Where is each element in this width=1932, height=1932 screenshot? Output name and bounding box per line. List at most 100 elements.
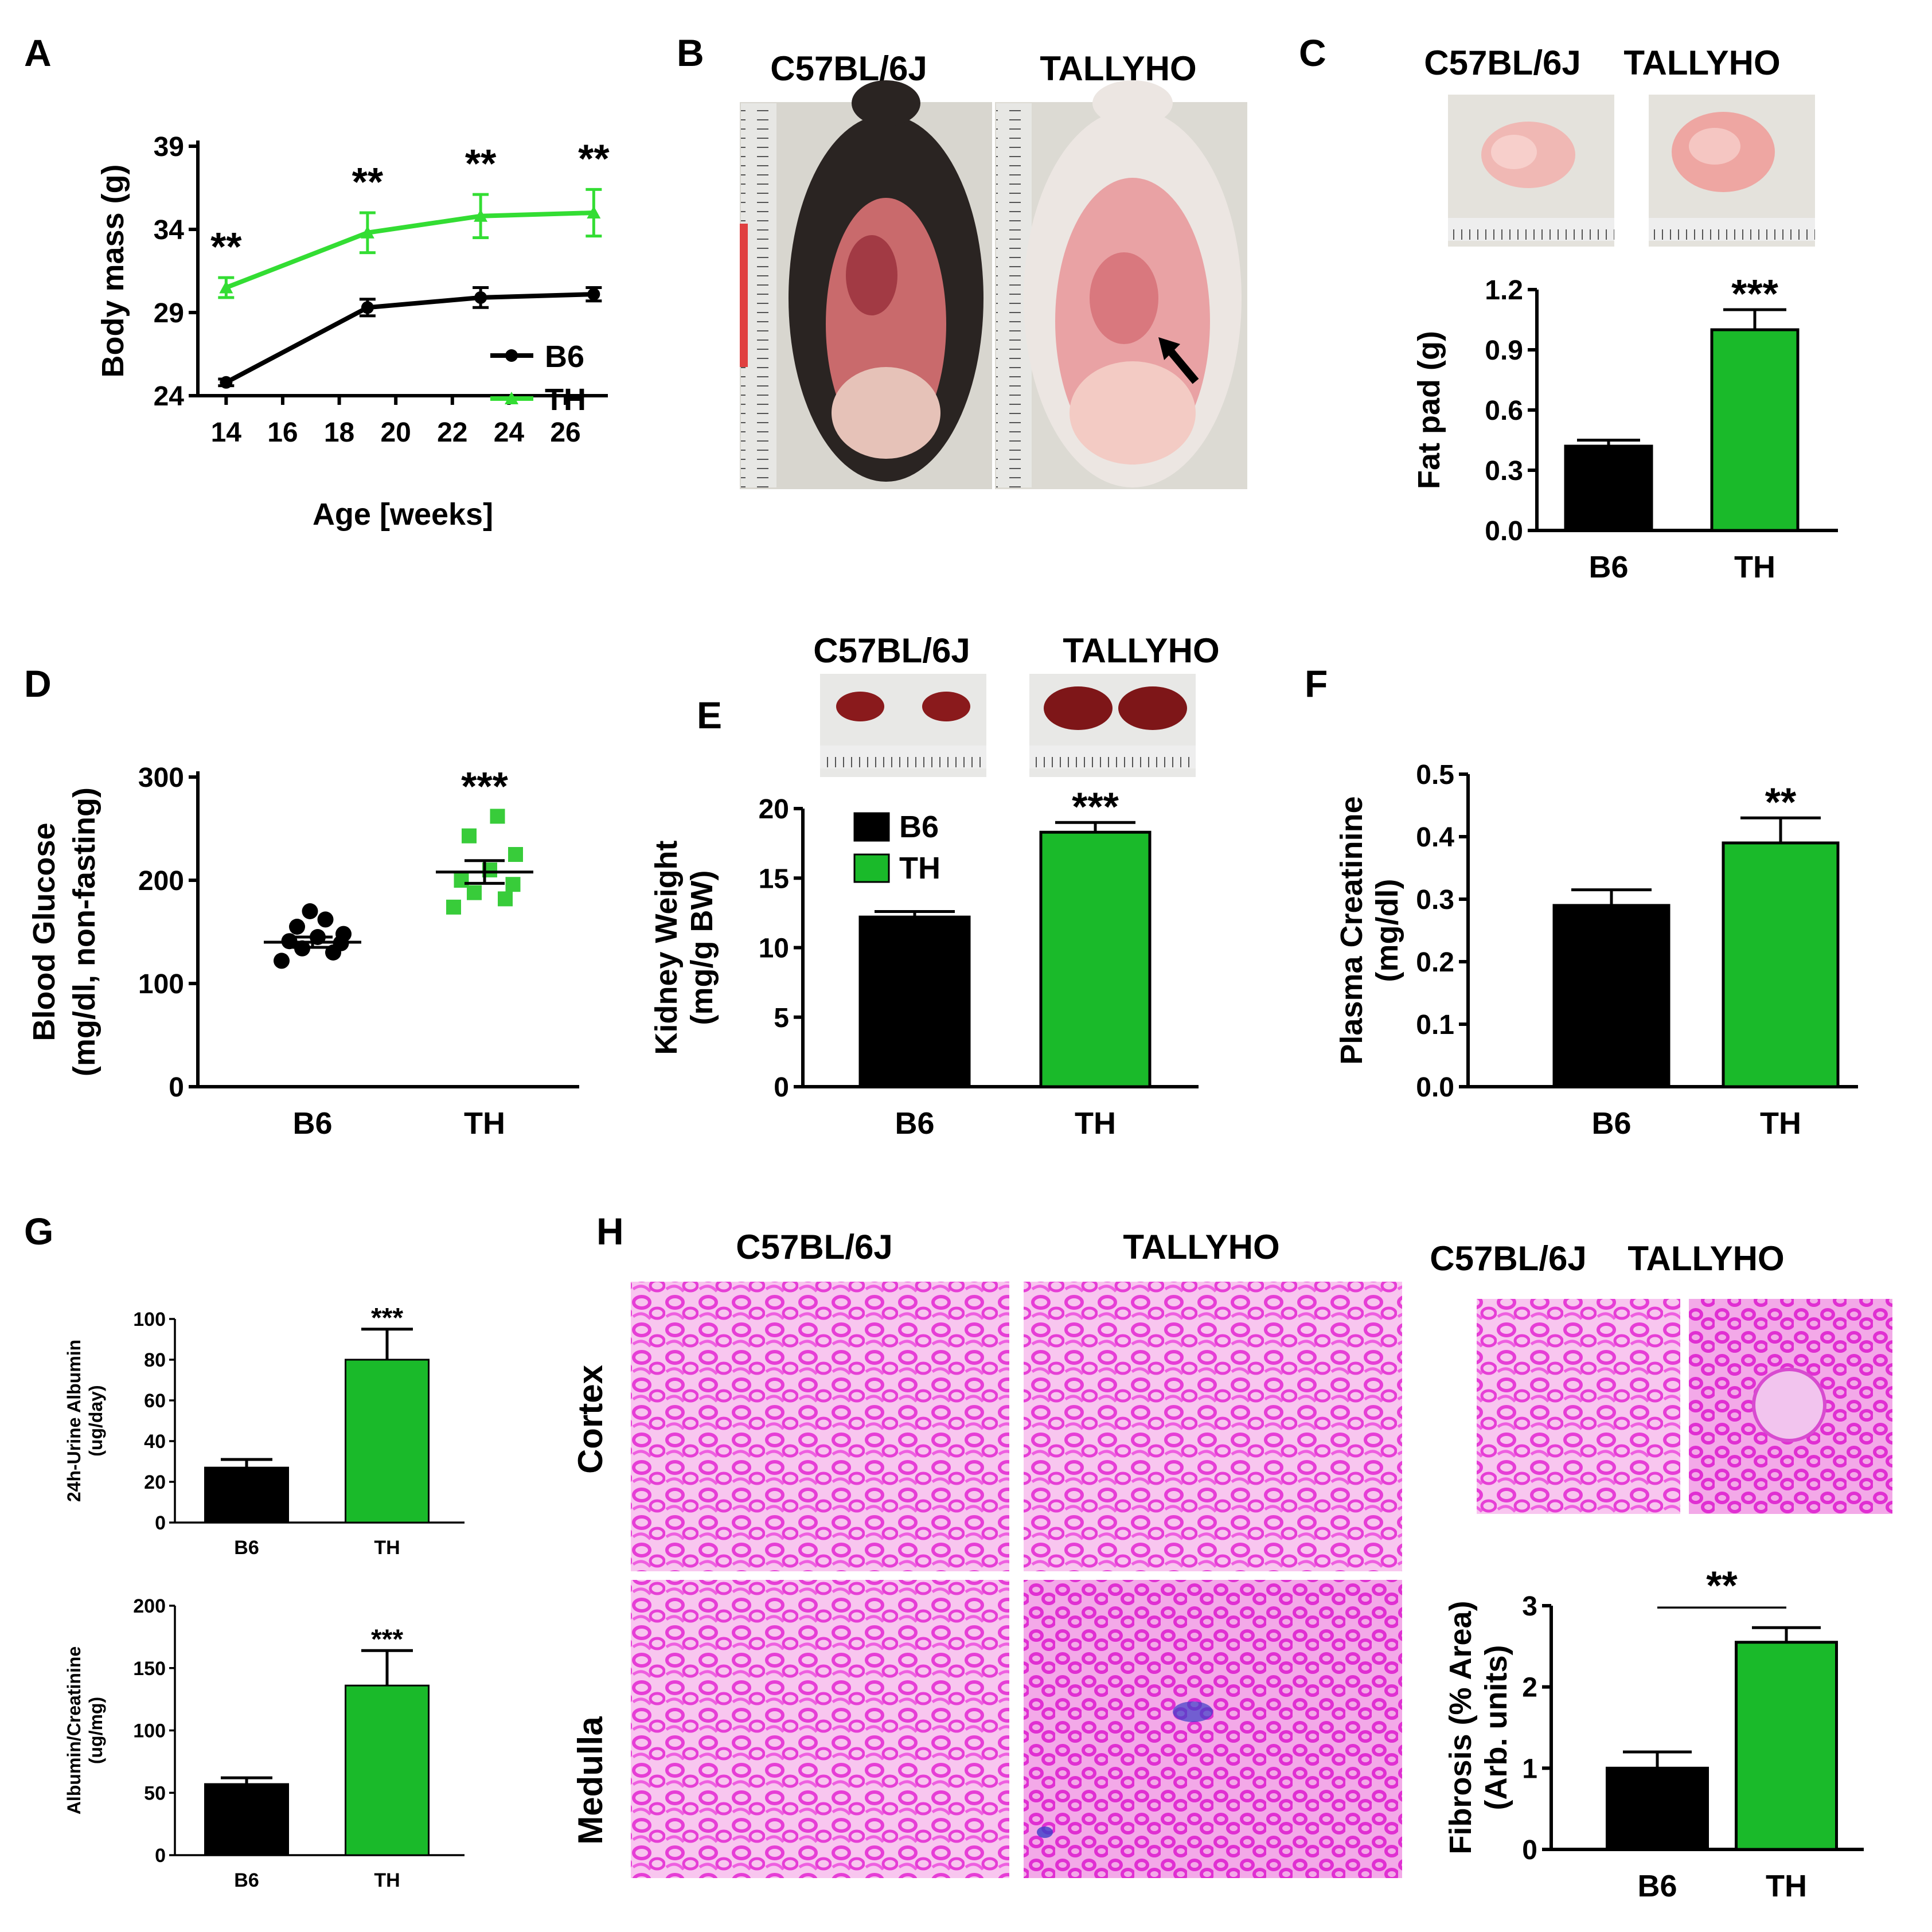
significance-stars: *** [1072, 784, 1119, 829]
legend-swatch-b6 [853, 812, 890, 842]
y-axis-title-line: (ug/mg) [85, 1697, 106, 1764]
y-axis-title-line: Kidney Weight [649, 840, 684, 1055]
x-tick-label: 18 [324, 417, 354, 448]
panel-d: D 0 100 200 300 Blood Glucose (mg/dl, non-fas… [24, 662, 579, 1141]
histology-zoom-c57bl6j [1477, 1299, 1680, 1514]
y-axis-title-line: Blood Glucose [27, 822, 61, 1041]
data-point-th [508, 847, 523, 862]
y-tick-label: 100 [133, 1720, 166, 1742]
legend-label: B6 [545, 339, 584, 374]
panel-f: F 0.0 0.1 0.2 0.3 0.4 0.5 B6 TH Plasma Creatinin… [1305, 662, 1858, 1141]
panel-letter-f: F [1305, 662, 1328, 705]
histology-c57bl6j-cortex [631, 1282, 1009, 1571]
significance-stars: *** [371, 1303, 403, 1333]
bar-b6 [858, 915, 971, 1088]
x-tick-label: 14 [211, 417, 242, 448]
y-tick-label: 10 [759, 934, 789, 964]
bar-b6 [204, 1783, 289, 1856]
x-category-label: TH [464, 1106, 505, 1141]
y-axis-title: Body mass (g) [96, 164, 130, 377]
y-tick-label: 60 [144, 1390, 166, 1412]
photo-c57bl6j-dissection [740, 80, 992, 489]
photo-tallyho-fatpad [1649, 95, 1815, 247]
chart-e: 0 5 10 15 20 B6 TH Kidney Weight (mg/g BW) *** B6 T… [649, 784, 1199, 1141]
y-tick-label: 0.9 [1485, 335, 1523, 366]
legend-label: TH [545, 383, 586, 417]
x-axis-title: Age [weeks] [313, 497, 493, 532]
x-tick-label: 26 [550, 417, 580, 448]
label-tallyho: TALLYHO [1063, 631, 1219, 670]
significance-stars: *** [1731, 271, 1778, 316]
data-point-th [498, 891, 513, 907]
data-point-b6 [361, 301, 374, 314]
label-c57bl6j: C57BL/6J [813, 631, 970, 670]
series-line-th [225, 210, 594, 290]
label-tallyho: TALLYHO [1040, 49, 1196, 88]
y-tick-label: 24 [154, 381, 185, 412]
y-tick-label: 0.6 [1485, 396, 1523, 426]
x-category-label: TH [1760, 1106, 1801, 1141]
x-tick-label: 20 [380, 417, 411, 448]
x-category-label: B6 [234, 1537, 259, 1559]
bar-th [1710, 328, 1800, 532]
y-tick-label: 0 [155, 1845, 166, 1867]
y-axis-title-line: 24h-Urine Albumin [64, 1340, 84, 1502]
significance-stars: ** [1706, 1563, 1738, 1607]
y-axis-title-line: Plasma Creatinine [1334, 796, 1369, 1064]
y-tick-label: 0 [155, 1512, 166, 1534]
x-tick-label: 22 [437, 417, 467, 448]
y-tick-label: 0.5 [1416, 760, 1454, 790]
data-point-b6 [302, 903, 318, 919]
data-point-th [587, 206, 601, 218]
legend-label: TH [899, 851, 940, 885]
x-category-label: B6 [1637, 1869, 1677, 1903]
histology-tallyho-medulla [1024, 1580, 1402, 1878]
bar-th [1722, 841, 1840, 1088]
legend-marker [505, 392, 518, 404]
label-tallyho: TALLYHO [1623, 44, 1780, 82]
x-category-label: TH [1766, 1869, 1807, 1903]
x-category-label: B6 [895, 1106, 934, 1141]
data-point-th [474, 209, 488, 222]
y-tick-label: 1.2 [1485, 275, 1523, 306]
y-tick-label: 0 [774, 1072, 789, 1103]
y-tick-label: 150 [133, 1658, 166, 1680]
label-c57bl6j: C57BL/6J [770, 49, 927, 88]
y-tick-label: 15 [759, 864, 789, 894]
zoom-label-tallyho: TALLYHO [1627, 1239, 1784, 1278]
y-tick-label: 0.3 [1485, 456, 1523, 486]
panel-letter-e: E [697, 694, 722, 736]
panel-e: E C57BL/6J TALLYHO 0 5 10 15 20 B6 TH Kidney We… [649, 631, 1220, 1141]
significance-stars: ** [465, 141, 497, 186]
chart-c: 0.0 0.3 0.6 0.9 1.2 B6 TH Fat pad (g) *** [1412, 271, 1838, 584]
y-tick-label: 200 [138, 866, 184, 896]
bar-b6 [1564, 444, 1653, 532]
data-point-b6 [274, 953, 290, 969]
y-tick-label: 20 [759, 794, 789, 825]
y-tick-label: 0.0 [1485, 516, 1523, 547]
photo-tallyho-dissection [995, 80, 1247, 489]
row-label-medulla: Medulla [571, 1716, 610, 1845]
data-point-th [462, 828, 477, 844]
y-tick-label: 5 [774, 1003, 789, 1033]
y-tick-label: 0.1 [1416, 1010, 1454, 1040]
significance-stars: *** [461, 764, 508, 809]
bar-b6 [1552, 904, 1671, 1088]
photo-tallyho-kidneys [1029, 674, 1196, 777]
chart-h: 0 1 2 3 B6 TH Fibrosis (% Area) (Arb. units) ** [1443, 1563, 1864, 1903]
y-tick-label: 50 [144, 1782, 166, 1804]
data-point-th [467, 885, 482, 900]
y-tick-label: 0.3 [1416, 885, 1454, 915]
data-point-th [490, 809, 505, 824]
panel-letter-g: G [24, 1210, 53, 1252]
y-tick-label: 3 [1522, 1591, 1537, 1622]
data-point-b6 [474, 291, 487, 304]
chart-f: 0.0 0.1 0.2 0.3 0.4 0.5 B6 TH Plasma Creatinine(… [1334, 760, 1858, 1141]
photo-c57bl6j-kidneys [820, 674, 986, 777]
data-point-th [219, 280, 233, 294]
y-tick-label: 80 [144, 1349, 166, 1371]
data-point-th [454, 873, 469, 888]
data-point-th [446, 899, 461, 915]
data-point-b6 [587, 288, 600, 301]
